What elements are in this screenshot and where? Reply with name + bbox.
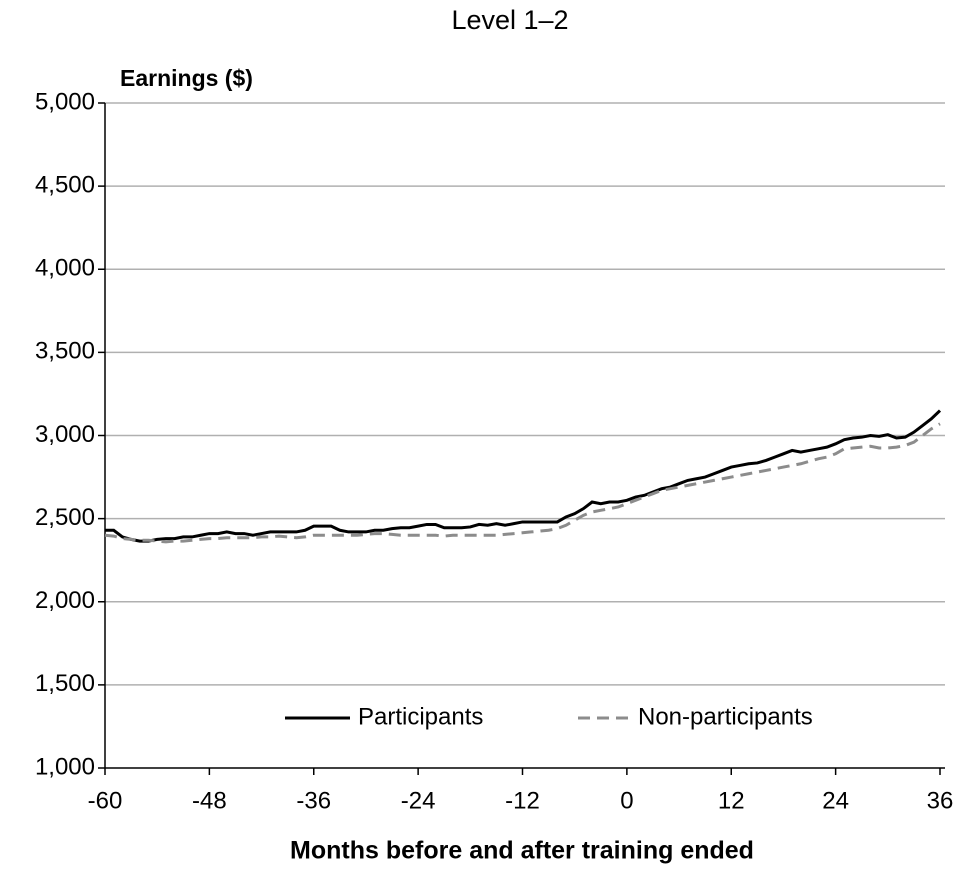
y-tick-label: 3,000 — [35, 421, 95, 448]
x-axis-title: Months before and after training ended — [290, 837, 754, 865]
chart-title: Level 1–2 — [451, 5, 568, 35]
legend-label: Non-participants — [638, 703, 813, 730]
x-tick-label: 0 — [620, 787, 633, 814]
y-tick-label: 4,500 — [35, 171, 95, 198]
x-tick-label: -60 — [88, 787, 123, 814]
x-tick-label: 36 — [927, 787, 954, 814]
y-tick-label: 1,500 — [35, 670, 95, 697]
y-tick-label: 5,000 — [35, 88, 95, 115]
y-axis-title: Earnings ($) — [120, 65, 253, 91]
y-tick-label: 4,000 — [35, 255, 95, 282]
x-tick-label: -36 — [296, 787, 331, 814]
x-tick-label: -48 — [192, 787, 227, 814]
x-tick-label: -12 — [505, 787, 540, 814]
legend-label: Participants — [358, 703, 483, 730]
x-tick-label: 12 — [718, 787, 745, 814]
x-tick-label: 24 — [822, 787, 849, 814]
series-line — [105, 409, 942, 543]
y-tick-label: 2,500 — [35, 504, 95, 531]
y-tick-label: 3,500 — [35, 338, 95, 365]
series-line — [104, 422, 941, 544]
x-tick-label: -24 — [401, 787, 436, 814]
y-tick-label: 1,000 — [35, 753, 95, 780]
y-tick-label: 2,000 — [35, 587, 95, 614]
